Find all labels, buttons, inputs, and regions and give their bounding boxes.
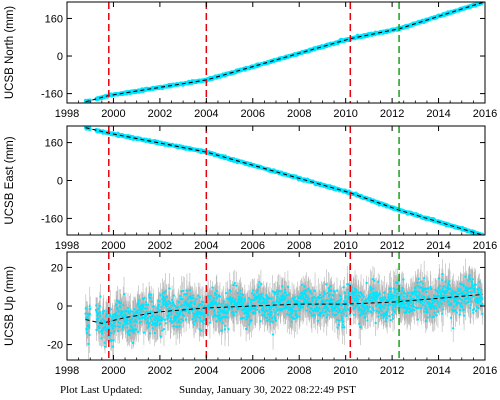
panel-2: 1998 2000 2002 2004 2006 2008 2010 2012 2014 2016…: [4, 125, 497, 252]
panels: 1998 2000 2002 2004 2006 2008 2010 2012 2014 2016…: [4, 1, 497, 377]
x-tick-label-2012: 2012: [380, 108, 404, 120]
plot-area: [83, 2, 485, 103]
x-tick-label-2008: 2008: [287, 108, 311, 120]
x-tick-label-2000: 2000: [101, 108, 125, 120]
x-tick-label-2016: 2016: [473, 108, 497, 120]
y-tick-label: -160: [41, 89, 63, 101]
y-axis-label: UCSB North (mm): [4, 6, 16, 99]
x-tick-label-2014: 2014: [426, 108, 450, 120]
x-tick-label-2006: 2006: [241, 108, 265, 120]
x-tick-label-2002: 2002: [148, 108, 172, 120]
x-tick-label-2010: 2010: [333, 108, 357, 120]
plot-background: [67, 2, 485, 103]
x-tick-label-2004: 2004: [194, 108, 218, 120]
observation-point-33: [88, 126, 92, 131]
panel-1: 1998 2000 2002 2004 2006 2008 2010 2012 2014 2016…: [4, 1, 497, 120]
plot-area: [83, 126, 485, 235]
y-tick-label: 160: [45, 13, 63, 25]
y-tick-label: 0: [57, 51, 63, 63]
x-tick-label-1998: 1998: [55, 108, 79, 120]
